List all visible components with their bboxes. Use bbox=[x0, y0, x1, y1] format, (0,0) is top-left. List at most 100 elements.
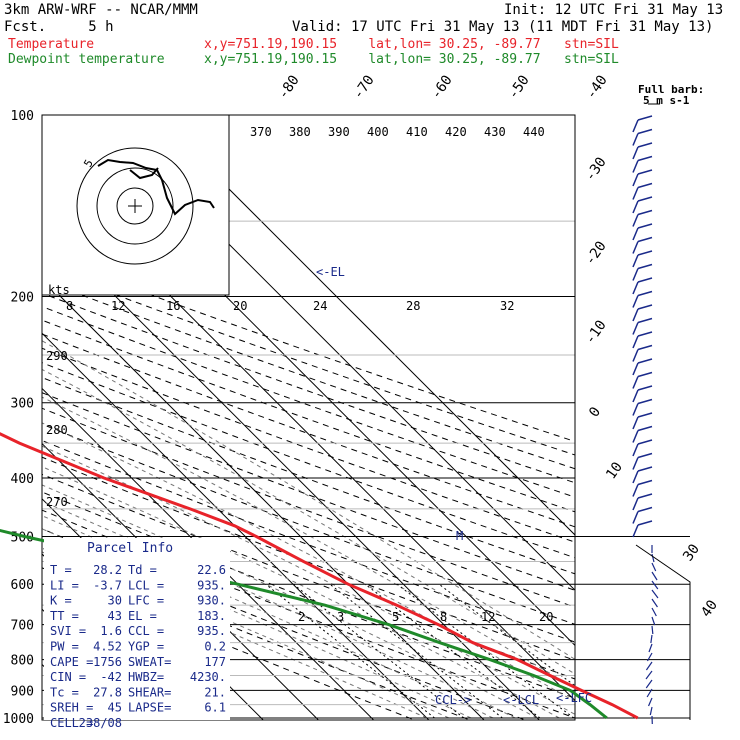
wind-barb-flag bbox=[632, 362, 639, 376]
pressure-tick-label: 300 bbox=[11, 397, 34, 412]
wind-barb-flag bbox=[632, 470, 639, 484]
isotherm-label-top: -50 bbox=[505, 72, 533, 102]
low-level-wind-line bbox=[646, 652, 653, 662]
low-level-wind-line bbox=[651, 625, 654, 635]
wind-barb-staff bbox=[637, 331, 653, 337]
isotherm-line bbox=[42, 332, 430, 720]
parcel-row-value: 30 bbox=[108, 594, 122, 608]
parcel-row-label: T = bbox=[50, 563, 72, 577]
low-level-wind-line bbox=[651, 589, 659, 599]
level-marker: <-EL bbox=[316, 265, 345, 279]
isotherm-label-right: 30 bbox=[680, 541, 703, 564]
wind-barb-staff bbox=[637, 385, 653, 391]
wind-barb-staff bbox=[637, 155, 653, 162]
parcel-row-label2: HWBZ= bbox=[128, 670, 164, 684]
isotherm-label-right: -20 bbox=[582, 238, 610, 268]
low-level-wind-line bbox=[651, 553, 655, 563]
pressure-tick-label: 100 bbox=[11, 109, 34, 124]
parcel-row-value2: 22.6 bbox=[197, 563, 226, 577]
temperature-series-line bbox=[0, 432, 639, 720]
parcel-row-value2: 0.2 bbox=[204, 640, 226, 654]
wind-barb-staff bbox=[637, 169, 653, 175]
parcel-row-value: 1.6 bbox=[100, 624, 122, 638]
wind-barb-staff bbox=[637, 493, 653, 499]
wind-barb-staff bbox=[637, 263, 653, 270]
kts-ring-label: 20 bbox=[233, 299, 247, 313]
wind-barb-flag bbox=[632, 376, 639, 389]
theta-label: 440 bbox=[523, 125, 545, 139]
low-level-wind-line bbox=[647, 697, 653, 707]
wind-barb-staff bbox=[637, 128, 653, 135]
wind-barb-staff bbox=[637, 304, 653, 310]
theta-label: 400 bbox=[367, 125, 389, 139]
moist-adiabat-line bbox=[42, 340, 575, 660]
wind-barb-flag bbox=[632, 443, 639, 457]
parcel-row-label2: YGP = bbox=[128, 640, 164, 654]
isotherm-label-top: -70 bbox=[350, 72, 378, 102]
wind-barb-flag bbox=[632, 295, 639, 308]
parcel-row-value2: 930. bbox=[197, 594, 226, 608]
wind-barb-flag bbox=[632, 281, 639, 295]
theta-label: 370 bbox=[250, 125, 272, 139]
wind-barb-flag bbox=[632, 457, 639, 470]
hodograph-ring-middle bbox=[96, 167, 174, 245]
isotherm-line bbox=[42, 387, 375, 720]
parcel-row-label2: Td = bbox=[128, 563, 157, 577]
dry-adiabat-line bbox=[42, 473, 575, 680]
wind-barb-staff bbox=[637, 398, 653, 405]
wind-barb-flag bbox=[632, 187, 639, 200]
wind-barb-staff bbox=[637, 115, 653, 121]
wind-barb-staff bbox=[637, 466, 653, 472]
wind-barb-flag bbox=[632, 241, 639, 254]
level-markers: <-EL CCL-> <-LCL <-LFC M bbox=[316, 265, 592, 707]
pressure-tick-label: 900 bbox=[11, 684, 34, 699]
parcel-row-value: 43 bbox=[108, 609, 122, 623]
parcel-row-value: 1756 bbox=[93, 655, 122, 669]
mixing-ratio-line bbox=[396, 583, 575, 719]
parcel-row-label: CIN = bbox=[50, 670, 86, 684]
isotherm-label-right: -30 bbox=[582, 154, 610, 184]
dry-adiabat-line bbox=[42, 509, 575, 719]
wind-barb-staff bbox=[637, 344, 653, 351]
wind-barb-flag bbox=[632, 227, 639, 241]
isotherm-label-right: -10 bbox=[582, 317, 610, 347]
wind-barb-flag bbox=[632, 308, 639, 322]
hodograph-trace bbox=[97, 158, 215, 216]
wind-barb-flag bbox=[632, 254, 639, 268]
parcel-row-label: SVI = bbox=[50, 624, 86, 638]
pressure-tick-label: 400 bbox=[11, 472, 34, 487]
wind-barb-staff bbox=[637, 182, 653, 189]
parcel-row-label2: SWEAT= bbox=[128, 655, 171, 669]
isotherm-label-top: -80 bbox=[275, 72, 303, 102]
mixing-ratio-line bbox=[329, 583, 503, 719]
parcel-row-value: 4.52 bbox=[93, 640, 122, 654]
wind-barb-flag bbox=[632, 484, 639, 497]
wind-barb-staff bbox=[637, 412, 653, 418]
theta-label-left: 280 bbox=[46, 423, 68, 437]
wind-barb-staff bbox=[637, 290, 653, 297]
wind-barb-flag bbox=[632, 268, 639, 281]
wind-barb-flag bbox=[632, 430, 639, 443]
kts-units-label: kts bbox=[48, 283, 70, 297]
wind-barb-flag bbox=[632, 160, 639, 173]
dry-adiabat-line bbox=[42, 407, 575, 608]
wind-barb-staff bbox=[637, 439, 653, 445]
low-level-wind-line bbox=[651, 562, 657, 572]
parcel-row-value: 27.8 bbox=[93, 685, 122, 699]
parcel-row-value2: 6.1 bbox=[204, 701, 226, 715]
low-level-wind-line bbox=[648, 643, 653, 653]
parcel-row-label: PW = bbox=[50, 640, 79, 654]
theta-label: 380 bbox=[289, 125, 311, 139]
parcel-row-label: LI = bbox=[50, 578, 79, 592]
kts-ring-label: 24 bbox=[313, 299, 327, 313]
isotherm-label-right: 10 bbox=[603, 459, 626, 482]
wind-barb-staff bbox=[637, 236, 653, 243]
temperature-legend-label: Temperature bbox=[8, 37, 95, 52]
parcel-row-value: -42 bbox=[100, 670, 122, 684]
low-level-wind-line bbox=[650, 634, 653, 644]
wind-barb-column: Full barb: 5 m s-1 bbox=[632, 83, 704, 725]
wind-barb-flag bbox=[632, 133, 639, 146]
pressure-tick-label: 1000 bbox=[3, 712, 34, 727]
parcel-row-value2: 21. bbox=[204, 685, 226, 699]
wind-barb-staff bbox=[637, 142, 653, 148]
